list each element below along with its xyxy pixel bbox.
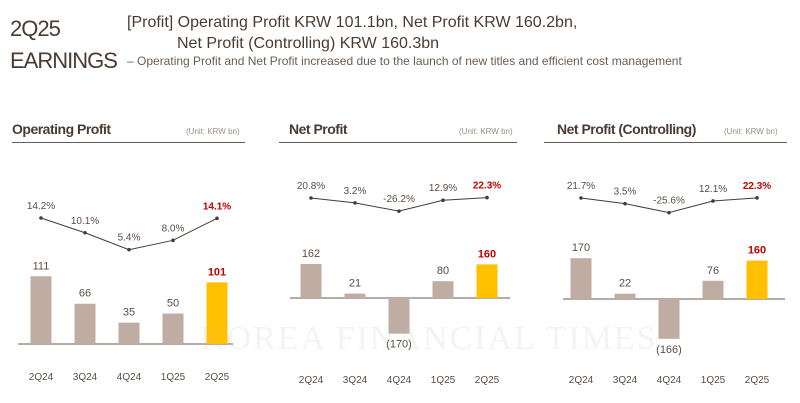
bar-1Q25 [162,313,184,344]
margin-point [579,196,583,200]
bar-1Q25 [432,281,454,298]
period-label: 2Q25 [10,16,61,41]
margin-point [755,196,759,200]
bar-value-label: (166) [656,344,682,356]
margin-point [397,209,401,213]
margin-label: 3.2% [344,186,367,197]
title-underline [12,142,245,143]
margin-label: 20.8% [297,181,325,192]
margin-point [171,238,175,243]
margin-point [83,230,87,235]
category-tick-label: 1Q25 [431,375,456,386]
bar-value-label: 35 [123,307,135,319]
bar-value-label: 160 [748,245,766,257]
margin-point [39,216,43,220]
category-tick-label: 4Q24 [657,375,682,386]
category-tick-label: 2Q25 [205,372,230,383]
margin-point [309,196,313,200]
headline-line-2: Net Profit (Controlling) KRW 160.3bn [177,35,440,52]
bar-4Q24 [388,298,410,334]
margin-label: 5.4% [118,233,141,244]
category-tick-label: 2Q24 [29,372,54,383]
category-tick-label: 4Q24 [117,372,142,383]
bar-value-label: 162 [302,248,320,260]
bar-4Q24 [658,299,680,339]
chart-title-operating-profit: Operating Profit [12,121,111,137]
margin-label: 3.5% [614,187,637,198]
bar-value-label: 170 [572,242,590,254]
watermark: KOREA FINANCIAL TIMES [200,320,658,357]
bar-3Q24 [614,293,636,299]
bar-value-label: 111 [33,260,50,272]
margin-label: 14.2% [27,201,55,212]
bar-2Q25 [476,264,498,298]
bar-3Q24 [344,293,366,298]
margin-label: 12.1% [699,184,727,195]
chart-title-net-profit-controlling: Net Profit (Controlling) [557,121,696,137]
category-tick-label: 4Q24 [387,375,412,386]
margin-point [127,247,131,252]
subheadline: – Operating Profit and Net Profit increa… [127,54,682,68]
margin-point [667,210,671,215]
title-underline [544,142,787,143]
category-tick-label: 3Q24 [613,375,638,386]
margin-label: 8.0% [162,223,185,234]
margin-point [215,216,219,221]
margin-point [441,198,445,203]
margin-label: 22.3% [473,181,501,192]
bar-value-label: 50 [167,298,179,310]
unit-label: (Unit: KRW bn) [724,127,778,136]
bar-3Q24 [74,303,96,344]
bar-1Q25 [702,280,724,299]
margin-label: 21.7% [567,181,595,192]
margin-label: 22.3% [743,181,771,192]
category-tick-label: 2Q24 [299,375,324,386]
bar-value-label: (170) [386,339,412,351]
category-tick-label: 2Q24 [569,375,594,386]
unit-label: (Unit: KRW bn) [186,127,240,136]
headline-line-1: [Profit] Operating Profit KRW 101.1bn, N… [127,14,578,31]
category-tick-label: 3Q24 [343,375,368,386]
category-tick-label: 2Q25 [745,375,770,386]
bar-2Q24 [570,258,592,299]
bar-value-label: 22 [619,278,631,290]
margin-point [353,201,357,205]
margin-label: 10.1% [71,216,99,227]
unit-label: (Unit: KRW bn) [459,127,513,136]
title-underline [279,142,517,143]
bar-value-label: 66 [79,288,91,300]
bar-2Q24 [30,276,52,344]
margin-label: 12.9% [429,183,457,194]
bar-4Q24 [118,322,140,344]
category-tick-label: 2Q25 [475,375,500,386]
category-tick-label: 3Q24 [73,372,98,383]
bar-value-label: 160 [478,248,496,260]
margin-point [485,195,489,200]
margin-label: -25.6% [653,196,685,207]
bar-value-label: 101 [208,266,226,278]
bar-2Q24 [300,263,322,298]
bar-value-label: 76 [707,265,719,277]
bar-value-label: 21 [349,278,361,290]
margin-point [711,199,715,203]
margin-point [623,201,627,206]
category-tick-label: 1Q25 [161,372,186,383]
bar-2Q25 [206,282,228,344]
bar-value-label: 80 [437,265,449,277]
chart-title-net-profit: Net Profit [289,121,348,137]
bar-2Q25 [746,260,768,299]
margin-label: -26.2% [383,194,415,205]
earnings-label: EARNINGS [10,48,118,73]
category-tick-label: 1Q25 [701,375,726,386]
margin-label: 14.1% [203,201,231,212]
